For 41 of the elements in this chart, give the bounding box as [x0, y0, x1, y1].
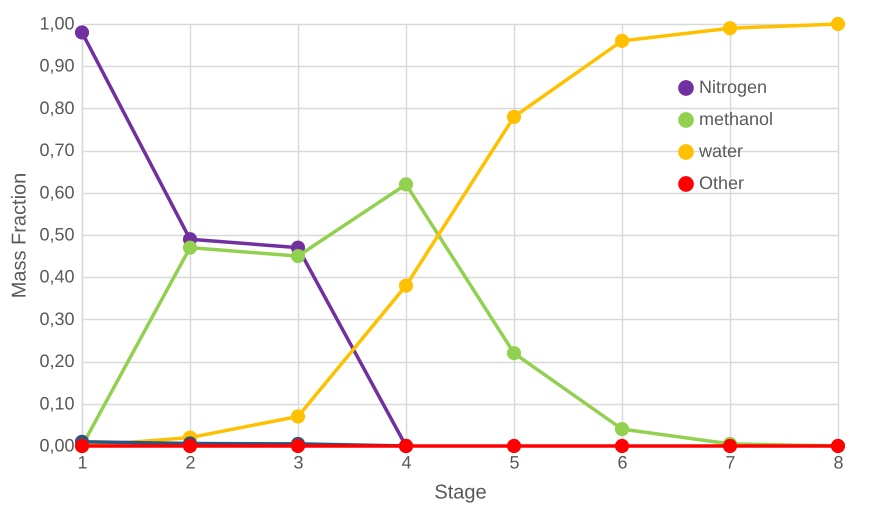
point: [722, 21, 738, 36]
point: [506, 438, 522, 454]
y-tick-label: 0,20: [39, 351, 74, 372]
point: [74, 25, 90, 40]
point: [830, 16, 846, 32]
x-tick-label: 8: [833, 452, 844, 472]
x-axis-title: Stage: [434, 482, 487, 504]
point: [290, 409, 306, 424]
point: [182, 240, 198, 255]
x-tick-label: 5: [509, 452, 520, 472]
point: [722, 438, 738, 454]
y-tick-label: 0,40: [39, 266, 74, 287]
x-tick-label: 2: [185, 452, 196, 472]
legend-label: methanol: [699, 109, 774, 129]
legend-label: water: [698, 141, 744, 161]
y-tick-label: 0,70: [39, 140, 74, 160]
point: [398, 177, 414, 192]
x-tick-label: 7: [725, 452, 736, 472]
y-tick-label: 0,90: [39, 56, 74, 76]
y-tick-label: 1,00: [39, 14, 74, 34]
x-tick-label: 3: [293, 452, 304, 472]
y-tick-label: 0,80: [39, 98, 74, 118]
point: [290, 438, 306, 454]
y-tick-label: 0,00: [39, 436, 74, 456]
legend-label: Nitrogen: [699, 77, 768, 97]
point: [506, 346, 522, 360]
point: [506, 110, 522, 124]
x-tick-label: 1: [77, 452, 88, 472]
y-tick-label: 0,30: [39, 308, 74, 329]
x-tick-label: 4: [401, 452, 412, 472]
point: [290, 249, 306, 264]
point: [614, 422, 630, 436]
y-tick-label: 0,10: [39, 393, 74, 414]
y-tick-label: 0,50: [39, 224, 74, 244]
point: [398, 278, 414, 293]
y-tick-label: 0,60: [39, 182, 74, 202]
x-tick-label: 6: [617, 452, 628, 472]
point: [614, 34, 630, 48]
point: [614, 438, 630, 454]
legend-label: Other: [699, 173, 744, 193]
y-axis-title: Mass Fraction: [8, 172, 30, 298]
